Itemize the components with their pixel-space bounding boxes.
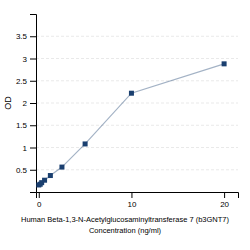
x-axis: 0 10 20 (37, 192, 239, 209)
tick-label: 1 (23, 144, 28, 153)
marker (129, 91, 134, 96)
x-axis-title-line: Human Beta-1,3-N-Acetylglucosaminyltrans… (21, 215, 229, 224)
tick-mark (30, 59, 36, 60)
tick: 1.5 (16, 121, 36, 130)
tick-label: 10 (127, 200, 136, 209)
tick-mark (224, 192, 225, 198)
grid (36, 36, 238, 170)
grid-line (36, 80, 238, 81)
tick-mark (30, 170, 36, 171)
tick: 2 (23, 99, 36, 108)
series (36, 61, 226, 187)
marker (222, 61, 227, 66)
grid-line (36, 36, 238, 37)
grid-line (36, 147, 238, 148)
tick-label: 0.5 (16, 166, 28, 175)
tick: 0 (37, 192, 42, 209)
tick-label: 1.5 (16, 121, 28, 130)
x-axis-title-line: Concentration (ng/ml) (89, 226, 162, 235)
chart: 0 10 20 0.5 1 1.5 2 2.5 3 3.5 OD Human Beta-1,3-N-A… (0, 0, 250, 250)
tick-label: 3.5 (16, 32, 28, 41)
tick: 3 (23, 55, 36, 64)
grid-line (36, 103, 238, 104)
tick-mark (30, 125, 36, 126)
axis-line (37, 193, 239, 199)
tick-mark (30, 81, 36, 82)
grid-line (36, 125, 238, 126)
marker (48, 173, 53, 178)
plot-area: 0 10 20 0.5 1 1.5 2 2.5 3 3.5 (16, 15, 239, 209)
tick: 2.5 (16, 77, 36, 86)
marker (42, 178, 47, 183)
tick-label: 20 (220, 200, 229, 209)
tick-mark (30, 36, 36, 37)
grid-line (36, 169, 238, 170)
tick: 1 (23, 144, 36, 153)
grid-line (36, 58, 238, 59)
tick-label: 2 (23, 99, 28, 108)
marker (59, 165, 64, 170)
tick: 20 (220, 192, 229, 209)
tick: 0.5 (16, 166, 36, 175)
tick-mark (131, 192, 132, 198)
line (39, 64, 224, 185)
y-axis: 0.5 1 1.5 2 2.5 3 3.5 (16, 15, 37, 193)
tick-label: 2.5 (16, 77, 28, 86)
tick-mark (30, 148, 36, 149)
axis-line (30, 15, 37, 193)
tick-mark (39, 192, 40, 198)
y-axis-title: OD (3, 96, 13, 110)
tick-label: 3 (23, 55, 28, 64)
marker (83, 141, 88, 146)
tick-mark (30, 103, 36, 104)
tick: 3.5 (16, 32, 36, 41)
tick: 10 (127, 192, 136, 209)
tick-label: 0 (37, 200, 42, 209)
x-axis-title: Human Beta-1,3-N-Acetylglucosaminyltrans… (21, 215, 229, 235)
